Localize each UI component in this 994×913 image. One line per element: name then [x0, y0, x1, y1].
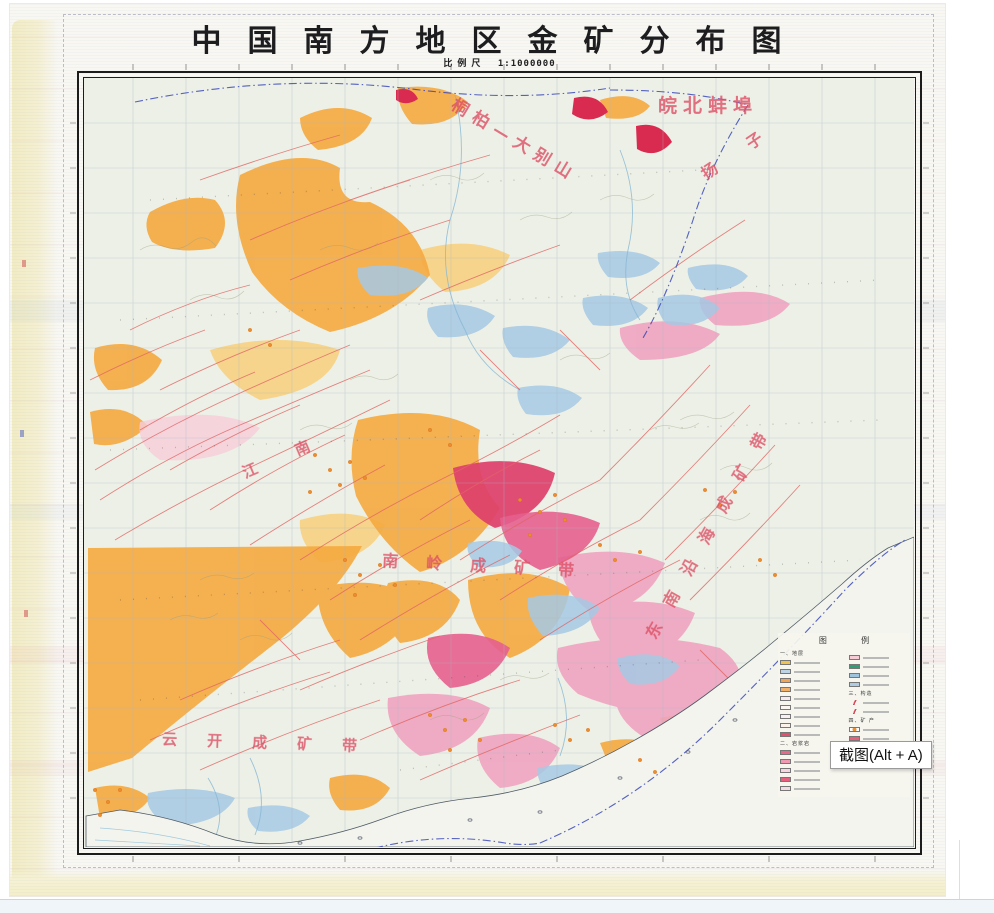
legend-item [780, 721, 840, 730]
legend-item-label [862, 665, 889, 668]
legend-item [848, 698, 909, 707]
legend-swatch [780, 714, 791, 719]
map-title: 中国南方地区金矿分布图 [191, 24, 808, 59]
legend-item-label [862, 728, 889, 731]
legend-swatch [780, 696, 791, 701]
scale-label: 比例尺 [443, 58, 486, 68]
right-edge-line [959, 840, 960, 899]
legend-item-label [794, 733, 820, 736]
legend-item [780, 730, 840, 739]
map-legend: 图 例 一、地层 二、岩浆岩 三、构造四、矿 产 [778, 633, 910, 797]
legend-right-column: 三、构造 四、矿 产 [848, 649, 909, 793]
legend-title: 图 例 [818, 636, 886, 645]
legend-item [848, 671, 909, 680]
legend-item [848, 680, 909, 689]
legend-item-label [862, 674, 889, 677]
legend-swatch [780, 786, 791, 791]
legend-item-label [862, 656, 889, 659]
legend-item [780, 703, 840, 712]
legend-item [848, 725, 909, 734]
legend-item-label [794, 787, 820, 790]
legend-item-label [794, 688, 820, 691]
legend-item-label [862, 710, 889, 713]
legend-item-label [794, 760, 820, 763]
legend-section-header: 四、矿 产 [848, 718, 875, 724]
legend-item-label [862, 683, 889, 686]
bottom-divider-line [0, 899, 994, 900]
legend-item-label [794, 715, 820, 718]
legend-swatch [848, 727, 860, 732]
legend-swatch [780, 669, 791, 674]
scale-value: 1:1000000 [497, 59, 556, 69]
fold-mark [22, 260, 26, 267]
legend-item-label [862, 701, 889, 704]
screenshot-tooltip: 截图(Alt + A) [830, 741, 932, 769]
legend-item [848, 707, 909, 716]
legend-swatch [780, 777, 791, 782]
map-neat-frame-inner [83, 77, 916, 849]
legend-item [780, 694, 840, 703]
legend-item-label [794, 661, 820, 664]
legend-item-label [794, 769, 820, 772]
legend-swatch [780, 705, 791, 710]
legend-item [848, 653, 909, 662]
legend-swatch [780, 759, 791, 764]
map-neat-frame [77, 71, 922, 855]
legend-swatch [780, 660, 791, 665]
legend-swatch [780, 732, 791, 737]
legend-item-label [794, 670, 820, 673]
legend-swatch [848, 655, 860, 660]
legend-swatch [848, 700, 860, 705]
legend-item [780, 775, 840, 784]
legend-left-column: 一、地层 二、岩浆岩 [780, 649, 840, 793]
legend-item [780, 784, 840, 793]
bottom-strip [0, 900, 994, 913]
legend-item-label [794, 679, 820, 682]
legend-swatch [780, 678, 791, 683]
fold-mark [20, 430, 24, 437]
legend-swatch [780, 723, 791, 728]
legend-swatch [780, 768, 791, 773]
scan-bottom-fold-strip [10, 870, 945, 896]
legend-item [780, 676, 840, 685]
legend-item-label [794, 724, 820, 727]
legend-swatch [848, 664, 860, 669]
legend-section-header: 三、构造 [848, 691, 873, 697]
legend-section-header: 一、地层 [780, 651, 805, 657]
legend-item-label [794, 751, 820, 754]
legend-item-label [862, 737, 889, 740]
legend-item [848, 662, 909, 671]
legend-item [780, 712, 840, 721]
legend-swatch [848, 709, 860, 714]
legend-item-label [794, 778, 820, 781]
legend-swatch [780, 687, 791, 692]
legend-item-label [794, 697, 820, 700]
legend-item [780, 658, 840, 667]
legend-item [780, 667, 840, 676]
scan-left-fold-strip [12, 20, 58, 894]
legend-item [780, 685, 840, 694]
legend-swatch [780, 750, 791, 755]
fold-mark [24, 610, 28, 617]
legend-swatch [848, 682, 860, 687]
map-scale: 比例尺 1:1000000 [77, 56, 922, 69]
legend-item-label [794, 706, 820, 709]
legend-swatch [848, 673, 860, 678]
